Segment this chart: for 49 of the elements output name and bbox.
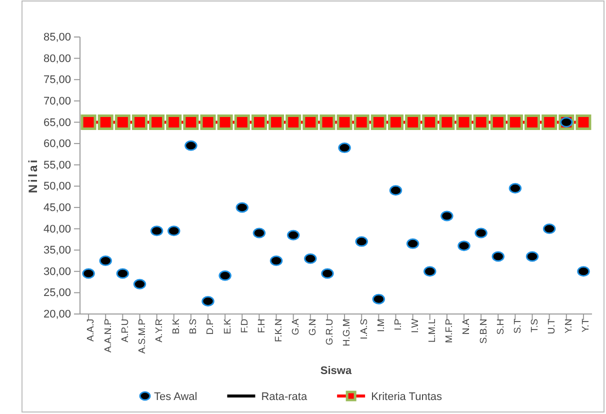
x-tick-label: A.A.J	[86, 318, 97, 342]
legend-label: Kriteria Tuntas	[371, 391, 442, 403]
y-tick-label: 35,00	[43, 244, 71, 257]
x-tick-label: I.A.S	[358, 318, 370, 340]
y-tick-label: 75,00	[43, 74, 71, 86]
y-tick-label: 40,00	[43, 223, 71, 236]
x-tick-label: U.T	[546, 318, 558, 334]
x-tick-label: I.M	[376, 318, 387, 332]
x-tick-label: S.T	[512, 318, 524, 334]
x-tick-label: G.R.U	[324, 318, 336, 346]
x-tick-label: A.S.M.P	[136, 318, 148, 354]
x-tick-label: F.H	[256, 318, 268, 333]
y-tick-label: 60,00	[43, 138, 71, 150]
x-tick-label: D.P	[205, 318, 216, 335]
y-axis-title: Nilai	[26, 158, 40, 194]
x-tick-label: G.N	[308, 318, 319, 336]
x-tick-label: E.K	[222, 318, 234, 334]
x-tick-label: S.H	[495, 318, 506, 335]
legend-label: Rata-rata	[261, 391, 308, 403]
x-tick-label: S.B.N	[478, 318, 490, 344]
x-tick-label: H.G.M	[342, 318, 353, 346]
x-tick-label: M.F.P	[444, 318, 456, 344]
x-axis-title: Siswa	[320, 365, 352, 377]
x-tick-label: Y.N	[564, 318, 575, 334]
x-tick-label: L.M.L	[427, 318, 438, 343]
x-tick-label: I.P	[392, 318, 404, 330]
y-tick-label: 20,00	[43, 308, 71, 321]
x-tick-label: F.K.N	[273, 318, 284, 342]
x-tick-label: B.S	[188, 318, 200, 334]
y-tick-label: 45,00	[43, 202, 71, 214]
x-tick-label: A.P.U	[120, 318, 131, 342]
y-tick-label: 55,00	[43, 159, 71, 172]
x-tick-label: A.Y.R	[154, 318, 165, 342]
y-tick-label: 50,00	[43, 180, 71, 193]
x-tick-label: I.W	[410, 318, 421, 333]
x-tick-label: G.A	[290, 318, 302, 336]
x-tick-label: T.S	[529, 318, 540, 332]
x-tick-label: B.K	[171, 318, 182, 334]
legend-label: Tes Awal	[154, 391, 198, 403]
x-tick-label: F.D	[239, 318, 250, 333]
x-tick-label: A.A.N.P	[102, 318, 114, 353]
y-tick-label: 30,00	[43, 266, 71, 278]
y-tick-label: 85,00	[43, 32, 71, 44]
y-tick-label: 70,00	[43, 95, 71, 108]
y-tick-label: 25,00	[43, 287, 71, 300]
y-tick-label: 80,00	[43, 52, 71, 65]
x-tick-label: N.A	[461, 318, 472, 335]
y-tick-label: 65,00	[43, 116, 71, 129]
x-tick-label: Y.T	[580, 318, 592, 332]
